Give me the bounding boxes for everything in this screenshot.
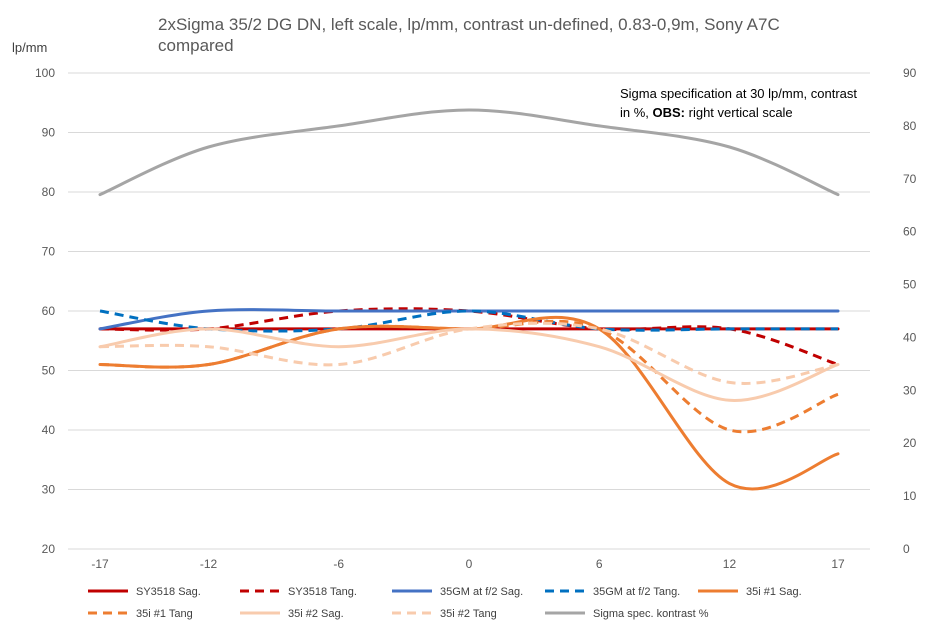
left-tick-label: 70 bbox=[42, 245, 56, 259]
annotation-prefix: in %, bbox=[620, 105, 653, 120]
legend-label: Sigma spec. kontrast % bbox=[593, 608, 709, 620]
right-tick-label: 10 bbox=[903, 489, 917, 503]
x-tick-label: 12 bbox=[723, 557, 737, 571]
x-tick-label: 0 bbox=[466, 557, 473, 571]
left-tick-label: 20 bbox=[42, 542, 56, 556]
chart-title-line1: 2xSigma 35/2 DG DN, left scale, lp/mm, c… bbox=[158, 15, 780, 34]
legend-label: 35i #1 Sag. bbox=[746, 586, 802, 598]
legend-label: 35i #2 Tang bbox=[440, 608, 497, 620]
x-tick-label: 17 bbox=[831, 557, 845, 571]
left-tick-label: 30 bbox=[42, 483, 56, 497]
right-tick-label: 30 bbox=[903, 383, 917, 397]
annotation-line2: in %, OBS: right vertical scale bbox=[620, 105, 793, 120]
y-axis-title: lp/mm bbox=[12, 40, 47, 55]
chart-title-line2: compared bbox=[158, 36, 234, 55]
right-tick-label: 0 bbox=[903, 542, 910, 556]
x-tick-label: -17 bbox=[91, 557, 109, 571]
legend-label: SY3518 Tang. bbox=[288, 586, 357, 598]
annotation: Sigma specification at 30 lp/mm, contras… bbox=[620, 86, 857, 120]
series-line-5 bbox=[98, 315, 840, 491]
left-axis-ticks: 20 30 40 50 60 70 80 90 100 bbox=[35, 66, 55, 556]
legend: SY3518 Sag. SY3518 Tang. 35GM at f/2 Sag. 3… bbox=[88, 586, 802, 620]
left-tick-label: 50 bbox=[42, 364, 56, 378]
legend-label: 35GM at f/2 Tang. bbox=[593, 586, 680, 598]
x-axis-ticks: -17 -12 -6 0 6 12 17 bbox=[91, 557, 845, 571]
series-line-2 bbox=[99, 307, 839, 366]
right-axis-ticks: 0 10 20 30 40 50 60 70 80 90 bbox=[903, 66, 917, 556]
series-line-6 bbox=[99, 319, 839, 434]
right-tick-label: 70 bbox=[903, 172, 917, 186]
left-tick-label: 90 bbox=[42, 126, 56, 140]
series-line-3 bbox=[98, 308, 840, 331]
left-tick-label: 40 bbox=[42, 423, 56, 437]
right-tick-label: 80 bbox=[903, 119, 917, 133]
series-line-9 bbox=[98, 108, 840, 197]
annotation-suffix: right vertical scale bbox=[685, 105, 793, 120]
right-tick-label: 20 bbox=[903, 436, 917, 450]
right-tick-label: 40 bbox=[903, 330, 917, 344]
right-tick-label: 50 bbox=[903, 278, 917, 292]
legend-label: 35i #2 Sag. bbox=[288, 608, 344, 620]
right-tick-label: 60 bbox=[903, 225, 917, 239]
x-tick-label: 6 bbox=[596, 557, 603, 571]
legend-label: 35i #1 Tang bbox=[136, 608, 193, 620]
x-tick-label: -6 bbox=[333, 557, 344, 571]
series-lines bbox=[98, 108, 840, 491]
series-line-8 bbox=[99, 321, 839, 385]
legend-label: 35GM at f/2 Sag. bbox=[440, 586, 523, 598]
right-tick-label: 90 bbox=[903, 66, 917, 80]
left-tick-label: 100 bbox=[35, 66, 55, 80]
annotation-line1: Sigma specification at 30 lp/mm, contras… bbox=[620, 86, 857, 101]
left-tick-label: 60 bbox=[42, 304, 56, 318]
x-tick-label: -12 bbox=[200, 557, 218, 571]
annotation-bold: OBS: bbox=[653, 105, 686, 120]
legend-label: SY3518 Sag. bbox=[136, 586, 201, 598]
left-tick-label: 80 bbox=[42, 185, 56, 199]
